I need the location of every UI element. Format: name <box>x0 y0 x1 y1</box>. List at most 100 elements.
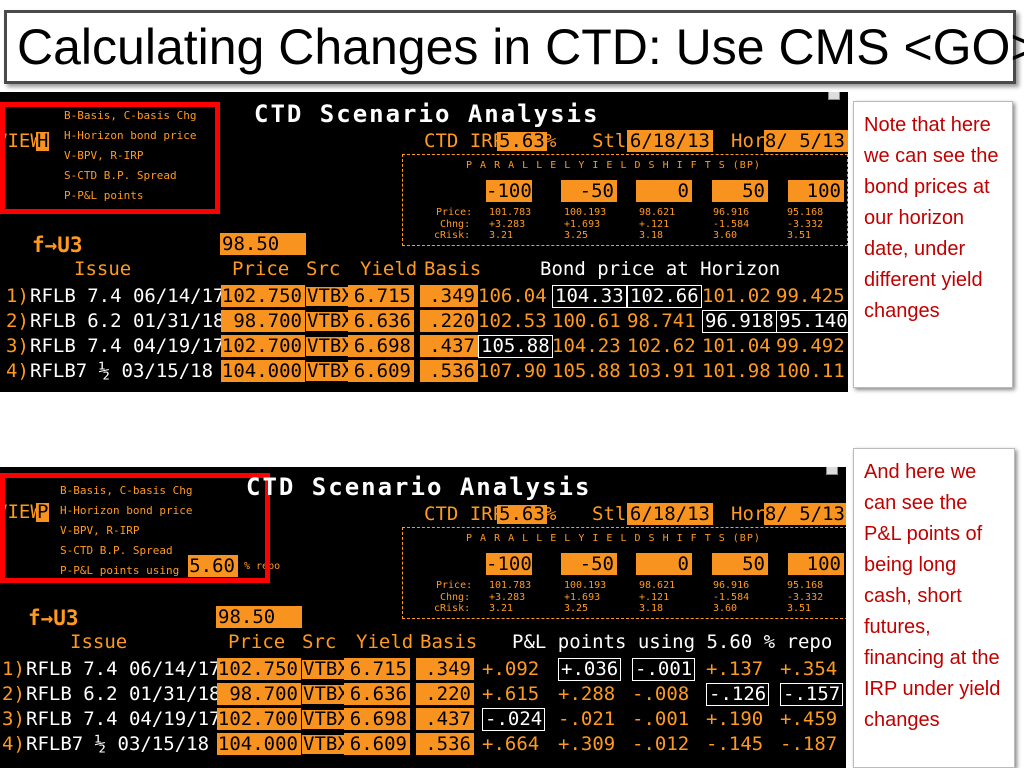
window-square-icon[interactable] <box>826 467 838 475</box>
yield-field[interactable]: 6.636 <box>348 310 414 332</box>
shift-field[interactable]: 0 <box>636 553 692 575</box>
result-value: 104.33 <box>552 285 627 308</box>
menu-option[interactable]: H-Horizon bond price <box>64 129 197 142</box>
row-number: 4) <box>6 360 29 382</box>
result-value: -.001 <box>632 708 690 730</box>
price-field[interactable]: 102.700 <box>217 708 301 730</box>
result-value: -.126 <box>706 683 770 706</box>
yield-field[interactable]: 6.636 <box>344 683 410 705</box>
shift-field[interactable]: 0 <box>636 180 692 202</box>
price-field[interactable]: 104.000 <box>221 360 305 382</box>
window-square-icon[interactable] <box>828 92 840 100</box>
source-field[interactable]: VTBX <box>306 335 354 357</box>
row-number: 1) <box>2 658 25 680</box>
menu-option[interactable]: P-P&L points <box>64 189 144 202</box>
result-value: -.024 <box>482 708 546 731</box>
yield-field[interactable]: 6.698 <box>344 708 410 730</box>
source-field[interactable]: VTBX <box>302 683 350 705</box>
price-field[interactable]: 102.700 <box>221 335 305 357</box>
price-field[interactable]: 104.000 <box>217 733 301 755</box>
yield-field[interactable]: 6.609 <box>348 360 414 382</box>
menu-option[interactable]: B-Basis, C-basis Chg <box>60 484 193 497</box>
table-row[interactable]: 4) RFLB7 ½ 03/15/18 104.000 VTBX 6.609 .536 10… <box>0 360 848 384</box>
shift-field[interactable]: -100 <box>486 553 532 575</box>
source-field[interactable]: VTBX <box>306 360 354 382</box>
source-field[interactable]: VTBX <box>306 310 354 332</box>
table-row[interactable]: 2) RFLB 6.2 01/31/18 98.700 VTBX 6.636 .220 +.… <box>0 683 846 707</box>
yield-field[interactable]: 6.609 <box>344 733 410 755</box>
table-row[interactable]: 3) RFLB 7.4 04/19/17 102.700 VTBX 6.698.437 1… <box>0 335 848 359</box>
futures-price-field[interactable]: 98.50 <box>220 233 306 255</box>
price-field[interactable]: 102.750 <box>217 658 301 680</box>
basis-field[interactable]: .536 <box>420 360 478 382</box>
table-row[interactable]: 3) RFLB 7.4 04/19/17 102.700 VTBX 6.698.437-… <box>0 708 846 732</box>
col-price: Price <box>228 631 286 653</box>
basis-field[interactable]: .349 <box>416 658 474 680</box>
yield-field[interactable]: 6.715 <box>344 658 410 680</box>
yield-field[interactable]: 6.715 <box>348 285 414 307</box>
menu-option[interactable]: V-BPV, R-IRP <box>64 149 144 162</box>
view-key-field[interactable]: H <box>36 130 50 152</box>
futures-price-field[interactable]: 98.50 <box>216 606 302 628</box>
result-value: -.008 <box>632 683 690 705</box>
shift-field[interactable]: -50 <box>561 180 617 202</box>
result-value: -.157 <box>780 683 844 706</box>
col-issue: Issue <box>70 631 128 653</box>
result-value: 106.04 <box>478 285 547 307</box>
table-row[interactable]: 4) RFLB7 ½ 03/15/18 104.000 VTBX 6.609 .536 +.… <box>0 733 846 757</box>
table-row[interactable]: 1) RFLB 7.4 06/14/17 102.750 VTBX 6.715 .349 +… <box>0 658 846 682</box>
hor-date-field[interactable]: 8/ 5/13 <box>764 503 846 525</box>
basis-field[interactable]: .220 <box>416 683 474 705</box>
table-row[interactable]: 1) RFLB 7.4 06/14/17 102.750 VTBX 6.715.349 1… <box>0 285 848 309</box>
issue-name: RFLB7 ½ 03/15/18 <box>30 360 214 382</box>
repo-rate-input[interactable]: 5.60 <box>188 555 238 577</box>
menu-option[interactable]: B-Basis, C-basis Chg <box>64 109 197 122</box>
ctd-irp-value[interactable]: 5.63 <box>497 130 547 152</box>
highlight-box <box>0 473 270 583</box>
basis-field[interactable]: .349 <box>420 285 478 307</box>
shift-field[interactable]: -100 <box>486 180 532 202</box>
view-key-field[interactable]: P <box>36 501 50 523</box>
basis-field[interactable]: .437 <box>420 335 478 357</box>
scenario-crisk: 3.18 <box>639 603 664 614</box>
scenario-price: 100.193 <box>564 580 607 591</box>
basis-field[interactable]: .536 <box>416 733 474 755</box>
scenario-crisk: 3.51 <box>787 230 812 241</box>
stl-date-field[interactable]: 6/18/13 <box>627 503 713 525</box>
price-field[interactable]: 98.700 <box>217 683 301 705</box>
shift-field[interactable]: 100 <box>788 553 844 575</box>
yield-field[interactable]: 6.698 <box>348 335 414 357</box>
ctd-irp-value[interactable]: 5.63 <box>497 503 547 525</box>
explanation-note: Note that here we can see the bond price… <box>853 101 1013 388</box>
menu-option[interactable]: H-Horizon bond price <box>60 504 193 517</box>
price-field[interactable]: 98.700 <box>221 310 305 332</box>
shift-field[interactable]: 50 <box>712 180 768 202</box>
menu-option[interactable]: V-BPV, R-IRP <box>60 524 140 537</box>
result-value: +.092 <box>482 658 540 680</box>
scenario-price: 95.168 <box>787 207 824 218</box>
source-field[interactable]: VTBX <box>302 708 350 730</box>
basis-field[interactable]: .437 <box>416 708 474 730</box>
result-value: 95.140 <box>776 310 848 333</box>
price-field[interactable]: 102.750 <box>221 285 305 307</box>
slide-title: Calculating Changes in CTD: Use CMS <GO> <box>17 19 1024 75</box>
table-row[interactable]: 2) RFLB 6.2 01/31/18 98.700 VTBX 6.636.220 10… <box>0 310 848 334</box>
basis-field[interactable]: .220 <box>420 310 478 332</box>
stl-date-field[interactable]: 6/18/13 <box>627 130 713 152</box>
explanation-note: And here we can see the P&L points of be… <box>853 448 1015 768</box>
result-value: -.021 <box>558 708 616 730</box>
scenario-price: 98.621 <box>639 207 676 218</box>
result-value: 103.91 <box>627 360 696 382</box>
col-src: Src <box>306 258 341 280</box>
shift-field[interactable]: 50 <box>712 553 768 575</box>
menu-option[interactable]: S-CTD B.P. Spread <box>60 544 173 557</box>
shift-field[interactable]: 100 <box>788 180 844 202</box>
hor-date-field[interactable]: 8/ 5/13 <box>764 130 848 152</box>
source-field[interactable]: VTBX <box>302 658 350 680</box>
source-field[interactable]: VTBX <box>306 285 354 307</box>
menu-option[interactable]: S-CTD B.P. Spread <box>64 169 177 182</box>
result-value: 105.88 <box>552 360 621 382</box>
source-field[interactable]: VTBX <box>302 733 350 755</box>
shift-field[interactable]: -50 <box>561 553 617 575</box>
menu-option[interactable]: P-P&L points using <box>60 564 180 577</box>
